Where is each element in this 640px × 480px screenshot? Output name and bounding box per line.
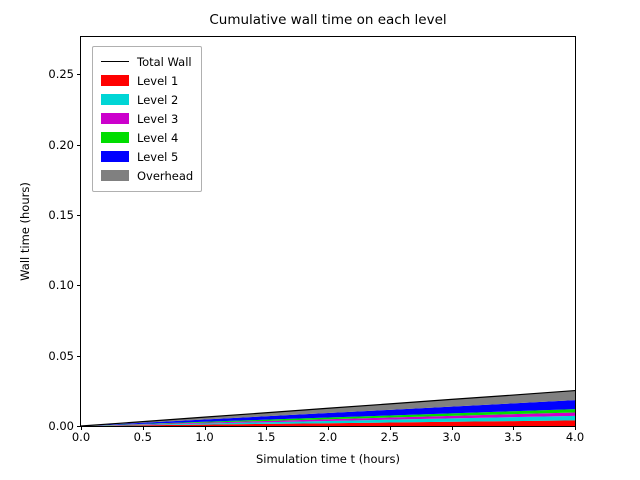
legend-item[interactable]: Level 3 [101,109,193,128]
legend-item-label: Overhead [137,168,194,183]
x-tick-mark [575,426,576,430]
x-tick-mark [328,426,329,430]
legend-item[interactable]: Level 5 [101,147,193,166]
x-tick-label: 2.0 [318,430,338,444]
x-tick-label: 3.5 [504,430,523,444]
x-tick-mark [81,426,82,430]
x-tick-mark [142,426,144,430]
y-tick-mark [76,285,80,287]
x-tick-label: 4.0 [565,430,585,444]
legend-color-swatch [101,113,129,124]
y-axis-label: Wall time (hours) [18,182,32,281]
x-tick-label: 0.0 [71,430,91,444]
legend-item-label: Level 3 [137,111,179,126]
legend-item-label: Level 5 [137,149,179,164]
x-tick-label: 2.5 [380,430,399,444]
x-tick-label: 3.0 [442,430,461,444]
legend-line-swatch [101,56,129,67]
legend-color-swatch [101,94,129,105]
x-tick-mark [513,426,515,430]
legend-item[interactable]: Overhead [101,166,193,185]
y-tick-label: 0.05 [48,348,74,363]
y-tick-mark [76,144,80,146]
total-wall-line [81,389,575,426]
legend: Total Wall Level 1 Level 2 Level 3 Level 4 Le… [92,46,203,192]
area-series-level-1 [81,420,575,426]
legend-color-swatch [101,75,129,86]
legend-color-swatch [101,132,129,143]
x-tick-mark [204,426,206,430]
y-tick-label: 0.10 [48,278,74,293]
y-tick-mark [76,214,80,216]
y-tick-label: 0.25 [48,67,74,82]
y-tick-mark [76,74,80,76]
legend-item[interactable]: Level 4 [101,128,193,147]
x-tick-label: 0.5 [133,430,152,444]
chart-title: Cumulative wall time on each level [209,12,447,28]
x-tick-mark [266,426,268,430]
area-series-level-2 [81,415,575,426]
legend-color-swatch [101,151,129,162]
x-axis-label: Simulation time t (hours) [255,452,401,466]
legend-item-label: Total Wall [137,54,192,69]
y-tick-label: 0.00 [48,419,74,433]
legend-item-label: Level 4 [137,130,179,145]
legend-item-label: Level 1 [137,73,179,88]
legend-item[interactable]: Total Wall [101,52,193,71]
legend-item[interactable]: Level 2 [101,90,193,109]
area-series-level-3 [81,412,575,426]
x-tick-mark [451,426,453,430]
x-tick-label: 1.0 [195,430,214,444]
x-tick-label: 1.5 [257,430,276,444]
legend-item-label: Level 2 [137,92,179,107]
legend-item[interactable]: Level 1 [101,71,193,90]
legend-color-swatch [101,170,129,181]
stacked-area-plot [81,389,575,426]
y-tick-mark [76,355,80,357]
y-tick-label: 0.15 [48,207,74,222]
x-tick-mark [389,426,391,430]
y-tick-label: 0.20 [48,137,74,152]
y-tick-mark [76,426,80,427]
area-series-level-5 [81,400,575,426]
